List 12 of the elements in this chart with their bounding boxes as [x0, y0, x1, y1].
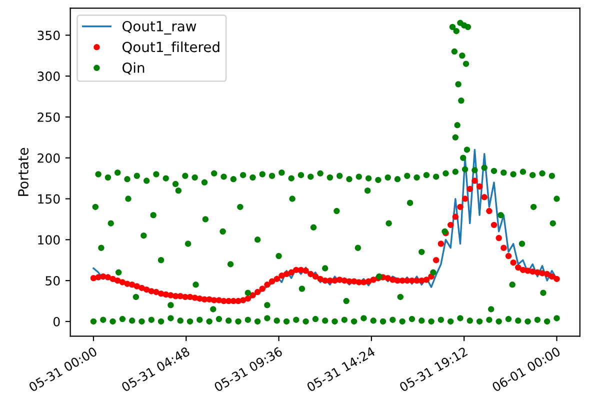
y-tick-label: 150 [38, 194, 60, 204]
y-axis-title: Portate [18, 148, 28, 196]
y-tick-label: 250 [38, 112, 60, 122]
y-tick-label: 0 [53, 316, 60, 326]
legend-label: Qout1_raw [122, 20, 196, 35]
y-tick-label: 350 [38, 30, 60, 40]
y-tick-label: 100 [38, 235, 60, 245]
y-tick-label: 200 [38, 153, 60, 163]
legend-label: Qin [122, 62, 144, 75]
y-tick-label: 300 [38, 72, 60, 82]
y-tick-label: 50 [46, 276, 60, 286]
legend-label: Qout1_filtered [122, 41, 220, 56]
